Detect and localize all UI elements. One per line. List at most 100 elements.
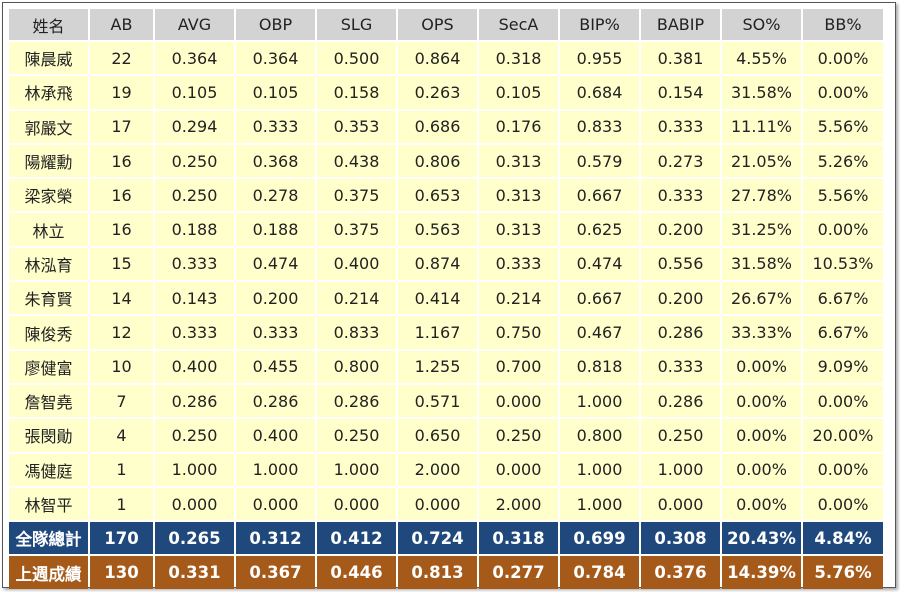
stat-cell: 0.105 bbox=[236, 76, 315, 109]
stat-cell: 1.000 bbox=[155, 453, 234, 486]
stat-cell: 33.33% bbox=[722, 316, 801, 349]
stat-cell: 0.313 bbox=[479, 144, 558, 178]
row-label-cell: 郭嚴文 bbox=[9, 110, 88, 143]
stat-cell: 0.214 bbox=[317, 282, 396, 315]
column-header: OBP bbox=[236, 9, 315, 40]
stat-cell: 5.56% bbox=[803, 110, 883, 143]
stat-cell: 0.250 bbox=[155, 419, 234, 452]
stat-cell: 0.571 bbox=[398, 384, 477, 418]
stat-cell: 10 bbox=[90, 350, 153, 383]
stat-cell: 0.188 bbox=[236, 213, 315, 246]
stat-cell: 0.750 bbox=[479, 316, 558, 349]
stat-cell: 0.105 bbox=[479, 76, 558, 109]
table-row: 詹智堯 7 0.286 0.286 0.286 0.571 0.000 1.000 0.286 0… bbox=[9, 384, 883, 418]
stat-cell: 0.367 bbox=[236, 556, 315, 589]
stat-cell: 16 bbox=[90, 179, 153, 212]
stat-cell: 0.00% bbox=[803, 76, 883, 109]
row-label-cell: 林承飛 bbox=[9, 76, 88, 109]
row-label-cell: 朱育賢 bbox=[9, 282, 88, 315]
column-header: BIP% bbox=[560, 9, 639, 40]
stat-cell: 27.78% bbox=[722, 179, 801, 212]
stat-cell: 0.438 bbox=[317, 144, 396, 178]
stat-cell: 7 bbox=[90, 384, 153, 418]
stat-cell: 0.000 bbox=[155, 487, 234, 521]
stat-cell: 0.650 bbox=[398, 419, 477, 452]
row-label-cell: 林智平 bbox=[9, 487, 88, 521]
stat-cell: 0.313 bbox=[479, 179, 558, 212]
stat-cell: 19 bbox=[90, 76, 153, 109]
stat-cell: 0.333 bbox=[479, 247, 558, 281]
stat-cell: 9.09% bbox=[803, 350, 883, 383]
stat-cell: 0.400 bbox=[155, 350, 234, 383]
stat-cell: 1.000 bbox=[560, 384, 639, 418]
stat-cell: 0.818 bbox=[560, 350, 639, 383]
table-row: 林智平 1 0.000 0.000 0.000 0.000 2.000 1.000 0.000 0… bbox=[9, 487, 883, 521]
stat-cell: 0.353 bbox=[317, 110, 396, 143]
stat-cell: 0.699 bbox=[560, 522, 639, 555]
stat-cell: 10.53% bbox=[803, 247, 883, 281]
stat-cell: 1 bbox=[90, 487, 153, 521]
stat-cell: 6.67% bbox=[803, 282, 883, 315]
table-row: 廖健富 10 0.400 0.455 0.800 1.255 0.700 0.818 0.333… bbox=[9, 350, 883, 383]
column-header: BABIP bbox=[641, 9, 720, 40]
stat-cell: 0.214 bbox=[479, 282, 558, 315]
row-label-cell: 張閔勛 bbox=[9, 419, 88, 452]
stat-cell: 0.200 bbox=[641, 213, 720, 246]
stat-cell: 0.686 bbox=[398, 110, 477, 143]
table-row: 陽耀勳 16 0.250 0.368 0.438 0.806 0.313 0.579 0.273… bbox=[9, 144, 883, 178]
stat-cell: 0.474 bbox=[560, 247, 639, 281]
stat-cell: 20.43% bbox=[722, 522, 801, 555]
stat-cell: 0.318 bbox=[479, 522, 558, 555]
stat-cell: 5.26% bbox=[803, 144, 883, 178]
stat-cell: 0.800 bbox=[317, 350, 396, 383]
stat-cell: 0.375 bbox=[317, 213, 396, 246]
stat-cell: 17 bbox=[90, 110, 153, 143]
stat-cell: 16 bbox=[90, 213, 153, 246]
stat-cell: 31.58% bbox=[722, 247, 801, 281]
stat-cell: 0.294 bbox=[155, 110, 234, 143]
row-label-cell: 林立 bbox=[9, 213, 88, 246]
column-header: AVG bbox=[155, 9, 234, 40]
team-total-row: 全隊總計 170 0.265 0.312 0.412 0.724 0.318 0.699 0.3… bbox=[9, 522, 883, 555]
table-row: 馮健庭 1 1.000 1.000 1.000 2.000 0.000 1.000 1.000 0… bbox=[9, 453, 883, 486]
stat-cell: 0.368 bbox=[236, 144, 315, 178]
stat-cell: 0.556 bbox=[641, 247, 720, 281]
column-header: BB% bbox=[803, 9, 883, 40]
stat-cell: 0.500 bbox=[317, 42, 396, 75]
row-label-cell: 陽耀勳 bbox=[9, 144, 88, 178]
stat-cell: 0.00% bbox=[803, 453, 883, 486]
stat-cell: 0.200 bbox=[641, 282, 720, 315]
stat-cell: 0.00% bbox=[803, 384, 883, 418]
row-label-cell: 全隊總計 bbox=[9, 522, 88, 555]
stat-cell: 0.00% bbox=[722, 350, 801, 383]
stat-cell: 0.313 bbox=[479, 213, 558, 246]
stat-cell: 0.00% bbox=[803, 42, 883, 75]
stat-cell: 0.105 bbox=[155, 76, 234, 109]
stat-cell: 0.333 bbox=[641, 110, 720, 143]
stat-cell: 20.00% bbox=[803, 419, 883, 452]
stat-cell: 15 bbox=[90, 247, 153, 281]
stat-cell: 6.67% bbox=[803, 316, 883, 349]
stat-cell: 11.11% bbox=[722, 110, 801, 143]
stat-cell: 31.25% bbox=[722, 213, 801, 246]
stat-cell: 0.667 bbox=[560, 282, 639, 315]
stat-cell: 0.400 bbox=[317, 247, 396, 281]
stat-cell: 0.273 bbox=[641, 144, 720, 178]
stat-cell: 1.000 bbox=[560, 453, 639, 486]
stat-cell: 1.000 bbox=[317, 453, 396, 486]
stat-cell: 0.200 bbox=[236, 282, 315, 315]
stat-cell: 0.563 bbox=[398, 213, 477, 246]
stat-cell: 0.800 bbox=[560, 419, 639, 452]
stat-cell: 0.312 bbox=[236, 522, 315, 555]
stat-cell: 0.154 bbox=[641, 76, 720, 109]
row-label-cell: 陳晨威 bbox=[9, 42, 88, 75]
column-header: 姓名 bbox=[9, 9, 88, 40]
stat-cell: 26.67% bbox=[722, 282, 801, 315]
stat-cell: 0.784 bbox=[560, 556, 639, 589]
stat-cell: 0.684 bbox=[560, 76, 639, 109]
stat-cell: 0.000 bbox=[236, 487, 315, 521]
stat-cell: 0.250 bbox=[479, 419, 558, 452]
table-row: 林泓育 15 0.333 0.474 0.400 0.874 0.333 0.474 0.556… bbox=[9, 247, 883, 281]
stat-cell: 4.55% bbox=[722, 42, 801, 75]
stat-cell: 0.00% bbox=[803, 213, 883, 246]
